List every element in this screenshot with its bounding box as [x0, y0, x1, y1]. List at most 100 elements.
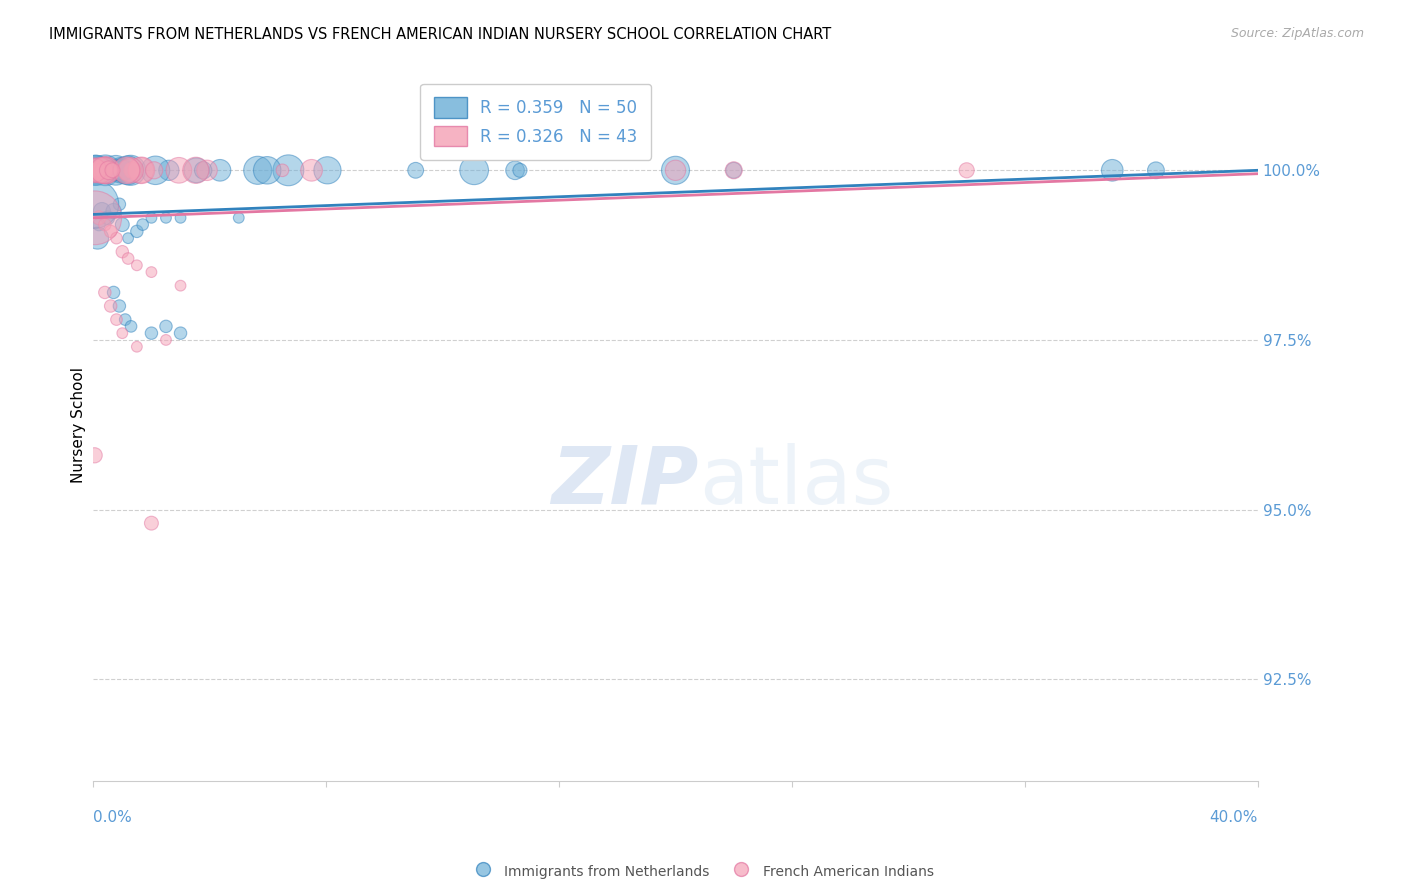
- Point: [103, 204, 125, 219]
- Point: [93, 163, 115, 178]
- Point: [87, 163, 110, 178]
- Point: [125, 224, 148, 238]
- Point: [191, 163, 214, 178]
- Point: [96, 163, 118, 178]
- Point: [169, 278, 191, 293]
- Point: [93, 163, 115, 178]
- Point: [155, 333, 177, 347]
- Point: [125, 258, 148, 272]
- Point: [103, 285, 125, 300]
- Point: [111, 244, 134, 259]
- Point: [157, 163, 180, 178]
- Point: [83, 163, 105, 178]
- Point: [208, 163, 231, 178]
- Point: [97, 211, 120, 225]
- Point: [129, 163, 152, 178]
- Point: [956, 163, 979, 178]
- Point: [195, 163, 218, 178]
- Point: [94, 285, 117, 300]
- Point: [169, 326, 191, 340]
- Point: [155, 319, 177, 334]
- Point: [110, 163, 132, 178]
- Text: IMMIGRANTS FROM NETHERLANDS VS FRENCH AMERICAN INDIAN NURSERY SCHOOL CORRELATION: IMMIGRANTS FROM NETHERLANDS VS FRENCH AM…: [49, 27, 831, 42]
- Point: [93, 163, 115, 178]
- Point: [503, 163, 526, 178]
- Point: [1101, 163, 1123, 178]
- Point: [277, 163, 299, 178]
- Point: [84, 163, 107, 178]
- Point: [94, 218, 117, 232]
- Point: [94, 163, 117, 178]
- Y-axis label: Nursery School: Nursery School: [72, 367, 86, 483]
- Point: [83, 197, 105, 211]
- Point: [108, 197, 131, 211]
- Point: [124, 163, 146, 178]
- Point: [83, 448, 105, 462]
- Point: [723, 163, 745, 178]
- Point: [463, 163, 485, 178]
- Point: [120, 163, 142, 178]
- Point: [84, 163, 107, 178]
- Point: [131, 163, 153, 178]
- Point: [509, 163, 531, 178]
- Point: [86, 231, 108, 245]
- Point: [105, 231, 128, 245]
- Point: [186, 163, 208, 178]
- Point: [87, 163, 110, 178]
- Point: [117, 163, 139, 178]
- Point: [141, 211, 163, 225]
- Point: [86, 163, 108, 178]
- Point: [82, 163, 104, 178]
- Point: [90, 204, 112, 219]
- Point: [111, 218, 134, 232]
- Point: [301, 163, 323, 178]
- Point: [184, 163, 207, 178]
- Point: [84, 163, 107, 178]
- Point: [271, 163, 294, 178]
- Point: [114, 312, 136, 326]
- Point: [141, 326, 163, 340]
- Text: atlas: atlas: [699, 442, 893, 521]
- Point: [108, 299, 131, 313]
- Legend: R = 0.359   N = 50, R = 0.326   N = 43: R = 0.359 N = 50, R = 0.326 N = 43: [420, 84, 651, 160]
- Point: [84, 163, 107, 178]
- Point: [96, 163, 118, 178]
- Point: [125, 340, 148, 354]
- Point: [103, 163, 125, 178]
- Legend: Immigrants from Netherlands, French American Indians: Immigrants from Netherlands, French Amer…: [467, 857, 939, 885]
- Point: [115, 163, 138, 178]
- Point: [155, 211, 177, 225]
- Point: [141, 516, 163, 530]
- Point: [115, 163, 138, 178]
- Point: [83, 163, 105, 178]
- Point: [723, 163, 745, 178]
- Point: [143, 163, 166, 178]
- Point: [141, 265, 163, 279]
- Point: [169, 211, 191, 225]
- Point: [117, 231, 139, 245]
- Text: Source: ZipAtlas.com: Source: ZipAtlas.com: [1230, 27, 1364, 40]
- Point: [664, 163, 686, 178]
- Point: [100, 299, 122, 313]
- Point: [105, 312, 128, 326]
- Point: [117, 252, 139, 266]
- Point: [84, 163, 107, 178]
- Point: [112, 163, 135, 178]
- Point: [111, 326, 134, 340]
- Point: [93, 163, 115, 178]
- Point: [83, 211, 105, 225]
- Point: [120, 319, 142, 334]
- Point: [110, 163, 132, 178]
- Text: 40.0%: 40.0%: [1209, 810, 1258, 824]
- Point: [89, 163, 111, 178]
- Point: [246, 163, 269, 178]
- Point: [121, 163, 143, 178]
- Point: [94, 163, 117, 178]
- Point: [118, 163, 141, 178]
- Point: [316, 163, 339, 178]
- Point: [91, 163, 114, 178]
- Point: [101, 163, 124, 178]
- Point: [90, 163, 112, 178]
- Point: [664, 163, 686, 178]
- Point: [87, 211, 110, 225]
